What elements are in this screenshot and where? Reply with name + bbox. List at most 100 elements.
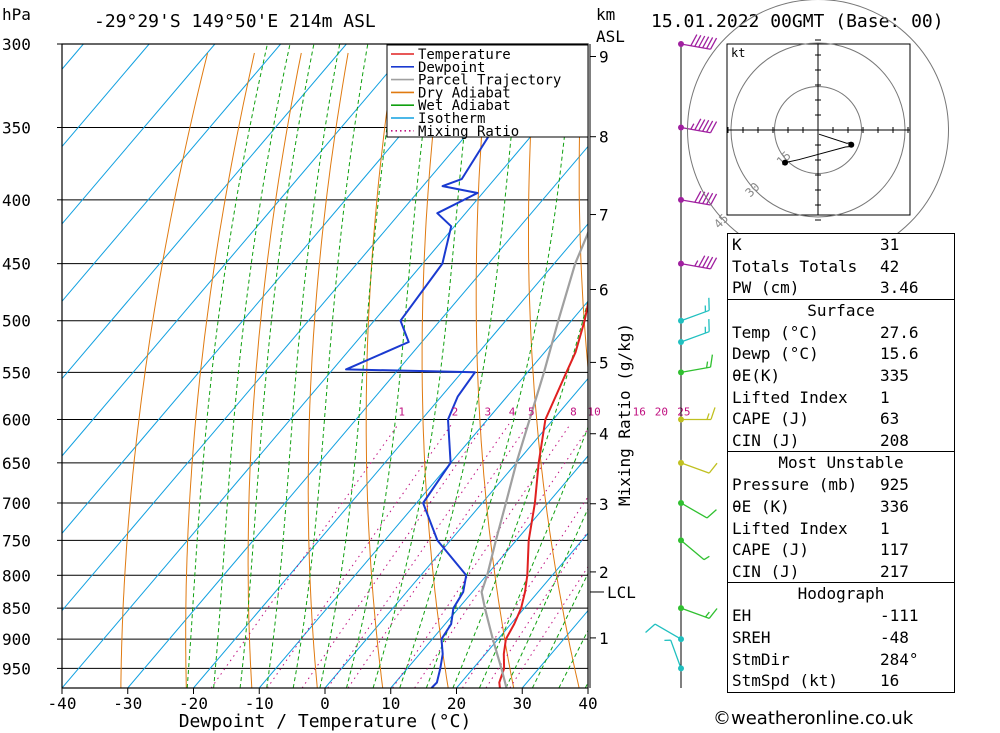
isotherm-line [62, 44, 347, 380]
surface-dewp-row: Dewp (°C) 15.6 [728, 343, 954, 365]
mixing-ratio-label: 2 [452, 405, 459, 418]
wind-barb-flag [698, 119, 706, 131]
mu-cape-label: CAPE (J) [732, 540, 810, 560]
dry-adiabat-line [365, 52, 396, 688]
eh-value: -111 [880, 606, 919, 626]
mixing-ratio-line [461, 495, 588, 688]
mu-li-value: 1 [880, 518, 890, 538]
dry-adiabat-line [578, 52, 588, 373]
surface-li-label: Lifted Index [732, 387, 848, 407]
wind-barb-half [704, 611, 710, 618]
wind-barb [664, 639, 682, 669]
wind-barb-staff [680, 607, 710, 620]
temperature-line [498, 299, 588, 688]
pressure-label: 850 [2, 599, 31, 618]
legend-entry: Parcel Trajectory [418, 73, 561, 89]
indices-box: K 31 Totals Totals 42 PW (cm) 3.46 [727, 233, 955, 300]
dry-adiabat-line [120, 52, 209, 688]
isotherm-line [62, 44, 216, 225]
mixing-ratio-line [210, 423, 399, 688]
wet-adiabat-line [239, 44, 315, 688]
surface-temp-label: Temp (°C) [732, 322, 819, 342]
totals-label: Totals Totals [732, 256, 858, 276]
surface-theta-row: θE(K) 335 [728, 365, 954, 387]
wind-barb-flag [709, 354, 714, 368]
height-tick-label: 3 [599, 495, 609, 514]
wet-adiabat-line [505, 507, 588, 688]
wind-barb-flag [709, 193, 718, 206]
mu-cin-value: 217 [880, 561, 909, 581]
pressure-label: 650 [2, 454, 31, 473]
chart-axes: 1 2 3 4 5 8 10 16 20 25-40 -30 -20 -10 0 10 20 30 40Dewpo… [2, 5, 691, 732]
isotherm-line [324, 377, 588, 688]
mu-theta-label: θE (K) [732, 496, 790, 516]
wind-barb-staff [680, 462, 710, 474]
wind-barb-flag [706, 37, 714, 49]
chart-grid [62, 44, 710, 688]
wind-barb-flag [708, 297, 710, 311]
dry-adiabat-line [628, 53, 710, 688]
mixing-ratio-label: 4 [509, 405, 516, 418]
hodograph-storm-marker [848, 141, 855, 148]
wind-barb-flag [708, 462, 718, 474]
mu-cape-value: 117 [880, 540, 909, 560]
wind-barb [645, 623, 682, 640]
wind-barb [681, 407, 716, 421]
surface-temp-value: 27.6 [880, 322, 919, 342]
credit-link[interactable]: ©weatheronline.co.uk [713, 708, 914, 729]
wet-adiabat-line [186, 44, 268, 688]
wet-adiabat-line [213, 44, 291, 688]
height-tick-label: 1 [599, 629, 609, 648]
wind-barb-half [706, 413, 710, 420]
wind-barb-half [690, 123, 695, 130]
wind-barb-flag [708, 319, 710, 332]
surface-cape-row: CAPE (J) 63 [728, 408, 954, 430]
wind-barb-staff [654, 623, 682, 640]
pressure-label: 400 [2, 191, 31, 210]
stmdir-value: 284° [880, 649, 919, 669]
mixing-ratio-line [347, 423, 529, 688]
dry-adiabat-line [185, 52, 255, 688]
mixing-ratio-label: 20 [655, 405, 668, 418]
wind-barb-flag [690, 34, 698, 47]
wind-barb-staff [680, 309, 710, 322]
x-tick-label: 40 [578, 694, 597, 713]
stmspd-label: StmSpd (kt) [732, 671, 838, 691]
surface-cape-label: CAPE (J) [732, 409, 810, 429]
surface-cin-value: 208 [880, 430, 909, 450]
hodograph-end-marker [782, 159, 789, 166]
wet-adiabat-line [319, 44, 400, 688]
mu-pressure-row: Pressure (mb) 925 [728, 474, 954, 496]
stmspd-row: StmSpd (kt) 16 [728, 670, 954, 692]
height-tick-label: 2 [599, 563, 609, 582]
pw-row: PW (cm) 3.46 [728, 277, 954, 299]
pressure-label: 700 [2, 494, 31, 513]
height-tick-label: 8 [599, 128, 609, 147]
wind-barb-flag [706, 256, 714, 269]
lcl-label: LCL [607, 583, 636, 602]
mu-pressure-value: 925 [880, 475, 909, 495]
dewpoint-line [345, 44, 588, 688]
hodograph-unit: kt [731, 46, 745, 60]
eh-row: EH -111 [728, 605, 954, 627]
mu-li-label: Lifted Index [732, 518, 848, 538]
mixing-ratio-label: 3 [485, 405, 492, 418]
wind-barb [680, 607, 718, 620]
stmspd-value: 16 [880, 671, 900, 691]
surface-temp-row: Temp (°C) 27.6 [728, 322, 954, 344]
surface-cape-value: 63 [880, 409, 900, 429]
wind-barb-flag [709, 37, 718, 50]
isotherm-line [127, 145, 588, 688]
wind-barb-staff [680, 331, 710, 343]
wet-adiabat-line [372, 44, 475, 688]
wind-barb-flag [702, 36, 710, 49]
wet-adiabat-line [292, 44, 369, 688]
mu-pressure-label: Pressure (mb) [732, 475, 858, 495]
height-tick-label: 4 [599, 425, 609, 444]
eh-label: EH [732, 606, 752, 626]
x-tick-label: -30 [113, 694, 142, 713]
wet-adiabat-line [452, 298, 588, 688]
